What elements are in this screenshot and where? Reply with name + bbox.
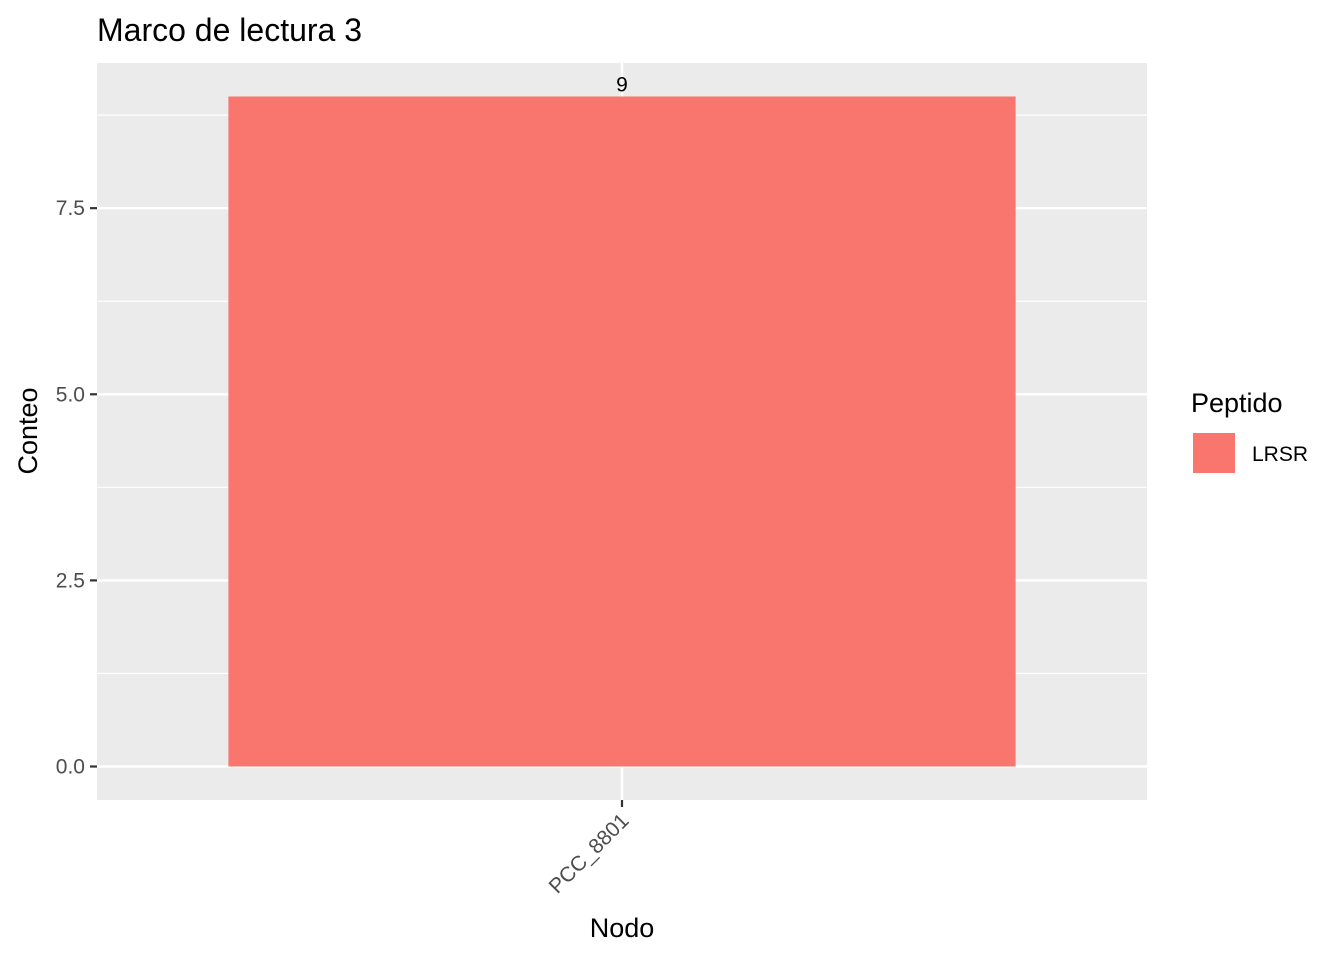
y-tick-label: 0.0 <box>56 756 85 779</box>
legend: Peptido LRSR <box>1191 388 1308 473</box>
bar-pcc_8801 <box>228 96 1016 767</box>
y-axis-title: Conteo <box>13 387 43 474</box>
x-axis-title: Nodo <box>590 913 655 943</box>
bars-group <box>228 96 1016 767</box>
x-axis: PCC_8801 <box>545 800 634 898</box>
y-tick-label: 2.5 <box>56 569 85 592</box>
y-axis: 0.0 2.5 5.0 7.5 <box>56 197 97 779</box>
legend-title: Peptido <box>1191 388 1283 418</box>
chart-title: Marco de lectura 3 <box>97 12 362 48</box>
x-tick-label: PCC_8801 <box>545 809 634 898</box>
data-labels-group: 9 <box>616 74 628 97</box>
y-tick-label: 5.0 <box>56 383 85 406</box>
legend-key-lrsr <box>1193 433 1235 473</box>
y-tick-label: 7.5 <box>56 197 85 220</box>
data-label: 9 <box>616 74 628 97</box>
legend-label-lrsr: LRSR <box>1252 443 1308 466</box>
